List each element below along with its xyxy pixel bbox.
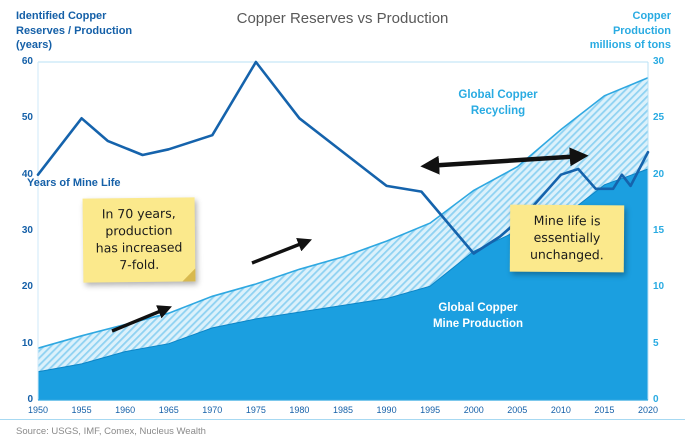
note-line: Mine life is: [533, 212, 601, 229]
recycling-series-label: Global Copper Recycling: [448, 88, 548, 119]
sticky-note-production-increase: In 70 years, production has increased 7-…: [82, 197, 196, 283]
right-axis-tick: 0: [653, 394, 659, 405]
up-right-arrow: [251, 238, 312, 265]
left-axis-tick: 20: [21, 281, 33, 293]
bottom-divider-line: [0, 419, 685, 420]
x-axis-tick: 1990: [376, 405, 397, 415]
x-axis-tick: 1950: [27, 405, 49, 415]
annotation-arrows: [111, 147, 589, 333]
note-line: In 70 years,: [101, 205, 176, 222]
x-axis-tick: 2015: [594, 405, 615, 415]
x-axis-tick: 2005: [507, 405, 528, 415]
note-line: production: [105, 222, 173, 239]
left-axis-tick: 10: [21, 337, 33, 349]
left-axis-title-line: Reserves / Production: [16, 24, 133, 37]
right-axis-tick: 15: [653, 225, 665, 236]
x-axis-tick: 1955: [71, 405, 92, 415]
mine-production-label-line: Global Copper: [438, 302, 518, 314]
chart-title: Copper Reserves vs Production: [236, 10, 449, 27]
x-axis-tick: 1975: [245, 405, 266, 415]
left-axis-tick: 0: [27, 394, 33, 405]
right-axis-tick: 25: [653, 112, 665, 124]
left-axis-tick: 40: [21, 168, 33, 180]
left-axis-title-line: Identified Copper: [16, 10, 107, 22]
mine-life-line: [36, 60, 650, 255]
mine-production-label-line: Mine Production: [432, 317, 524, 330]
x-axis-tick: 1970: [202, 405, 223, 415]
right-axis-title: Copper Production millions of tons: [590, 9, 671, 53]
right-axis-tick: 10: [653, 281, 665, 293]
x-axis-tick: 2010: [550, 405, 571, 415]
x-axis-tick: 2020: [637, 405, 659, 415]
right-axis-title-line: millions of tons: [589, 39, 671, 52]
right-axis-tick: 5: [653, 337, 659, 349]
note-line: has increased: [95, 239, 183, 256]
left-axis-title-line: (years): [16, 39, 53, 52]
x-axis-tick: 1985: [332, 405, 354, 415]
x-axis-tick: 2000: [463, 405, 484, 415]
up-right-arrow: [111, 305, 172, 333]
recycling-label-line: Global Copper: [458, 89, 538, 101]
left-axis-tick: 60: [21, 56, 33, 67]
right-axis-tick: 30: [653, 56, 665, 67]
double-headed-arrow: [420, 147, 589, 175]
right-axis-title-line: Production: [612, 24, 671, 37]
note-fold-corner: [182, 267, 196, 282]
x-axis-tick: 1995: [420, 405, 441, 415]
recycling-label-line: Recycling: [470, 104, 526, 117]
x-axis-tick: 1980: [289, 405, 310, 415]
left-axis-tick: 30: [21, 225, 33, 236]
x-axis-tick: 1960: [115, 405, 136, 415]
axis-lines: [37, 61, 649, 401]
sticky-note-mine-life: Mine life is essentially unchanged.: [509, 204, 625, 273]
note-line: 7-fold.: [119, 256, 160, 272]
mine-production-series-label: Global Copper Mine Production: [418, 301, 538, 332]
right-axis-tick: 20: [653, 168, 665, 180]
source-text: Source: USGS, IMF, Comex, Nucleus Wealth: [16, 426, 206, 437]
right-axis-title-line: Copper: [632, 10, 672, 22]
x-axis-tick: 1965: [158, 405, 179, 415]
left-axis-tick: 50: [21, 112, 33, 124]
note-line: essentially: [533, 229, 601, 246]
note-line: unchanged.: [529, 246, 604, 263]
left-axis-title: Identified Copper Reserves / Production …: [16, 9, 132, 53]
mine-life-series-label: Years of Mine Life: [27, 177, 121, 189]
